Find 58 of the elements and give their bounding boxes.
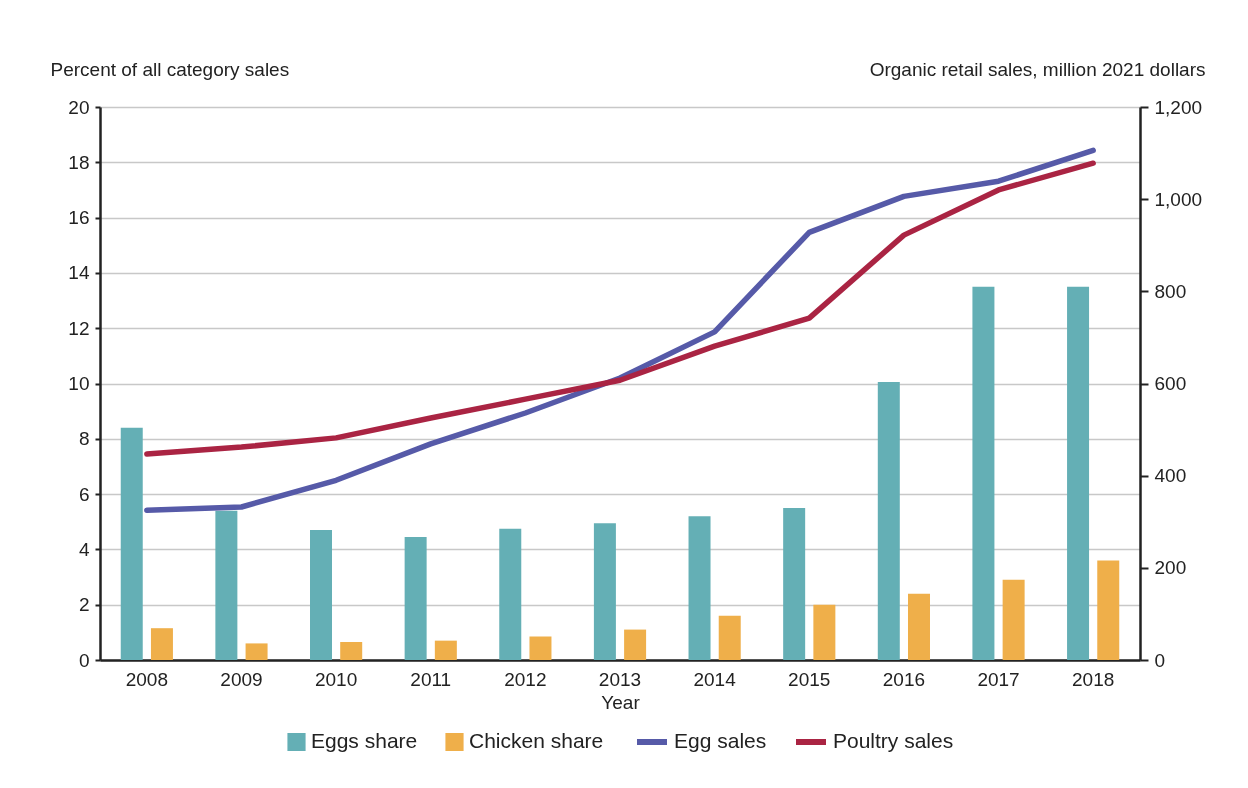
bar (972, 286, 995, 660)
bar (908, 593, 930, 660)
x-tick-label: 2015 (788, 668, 831, 690)
bar (404, 536, 427, 660)
y2-tick-label: 200 (1154, 557, 1187, 579)
x-tick-label: 2018 (1072, 668, 1115, 690)
y2-tick-label: 600 (1154, 373, 1187, 394)
y-tick-label: 2 (78, 594, 90, 616)
y-axis-title: Percent of all category sales (50, 58, 290, 80)
bar (813, 604, 836, 660)
bar (624, 629, 647, 660)
y-tick-label: 14 (68, 262, 90, 284)
x-tick-label: 2009 (220, 668, 263, 690)
legend-label: Chicken share (469, 729, 604, 752)
y-tick-label: 8 (78, 428, 90, 450)
y2-tick-label: 800 (1154, 280, 1187, 302)
bar (1002, 579, 1025, 660)
legend-label: Egg sales (674, 729, 767, 752)
y-tick-label: 16 (68, 207, 90, 229)
bar (783, 507, 806, 660)
y-tick-label: 12 (68, 317, 90, 339)
x-tick-label: 2012 (504, 668, 547, 690)
bar (150, 628, 173, 660)
bar (215, 510, 238, 660)
y-tick-label: 0 (78, 649, 90, 671)
x-tick-label: 2014 (693, 668, 737, 690)
x-tick-label: 2013 (598, 668, 642, 690)
y-tick-label: 10 (68, 373, 90, 394)
bar (310, 530, 332, 660)
bar (245, 643, 268, 660)
bar (718, 615, 741, 660)
y-tick-label: 20 (68, 96, 90, 118)
y2-tick-label: 0 (1154, 649, 1166, 671)
bar (340, 642, 363, 660)
bar (688, 516, 711, 660)
x-tick-label: 2011 (410, 668, 452, 690)
y2-tick-label: 400 (1154, 465, 1187, 487)
legend-label: Eggs share (311, 729, 418, 752)
bar (593, 523, 616, 660)
y-tick-label: 6 (78, 483, 90, 505)
bar (1067, 286, 1090, 660)
bar (877, 382, 900, 660)
y-tick-label: 18 (68, 151, 90, 173)
bar (120, 427, 143, 660)
bar (1097, 560, 1120, 660)
x-tick-label: 2008 (125, 668, 168, 690)
x-axis-title: Year (601, 691, 641, 713)
legend-label: Poultry sales (833, 729, 954, 752)
x-tick-label: 2016 (882, 668, 926, 690)
bar (499, 528, 522, 660)
bar (434, 640, 457, 660)
y2-axis-title: Organic retail sales, million 2021 dollars (869, 58, 1206, 80)
y2-tick-label: 1,200 (1154, 96, 1203, 118)
y-tick-label: 4 (78, 538, 90, 560)
x-tick-label: 2017 (977, 668, 1020, 690)
y2-tick-label: 1,000 (1154, 188, 1203, 210)
x-tick-label: 2010 (314, 668, 358, 690)
bar (529, 636, 552, 660)
